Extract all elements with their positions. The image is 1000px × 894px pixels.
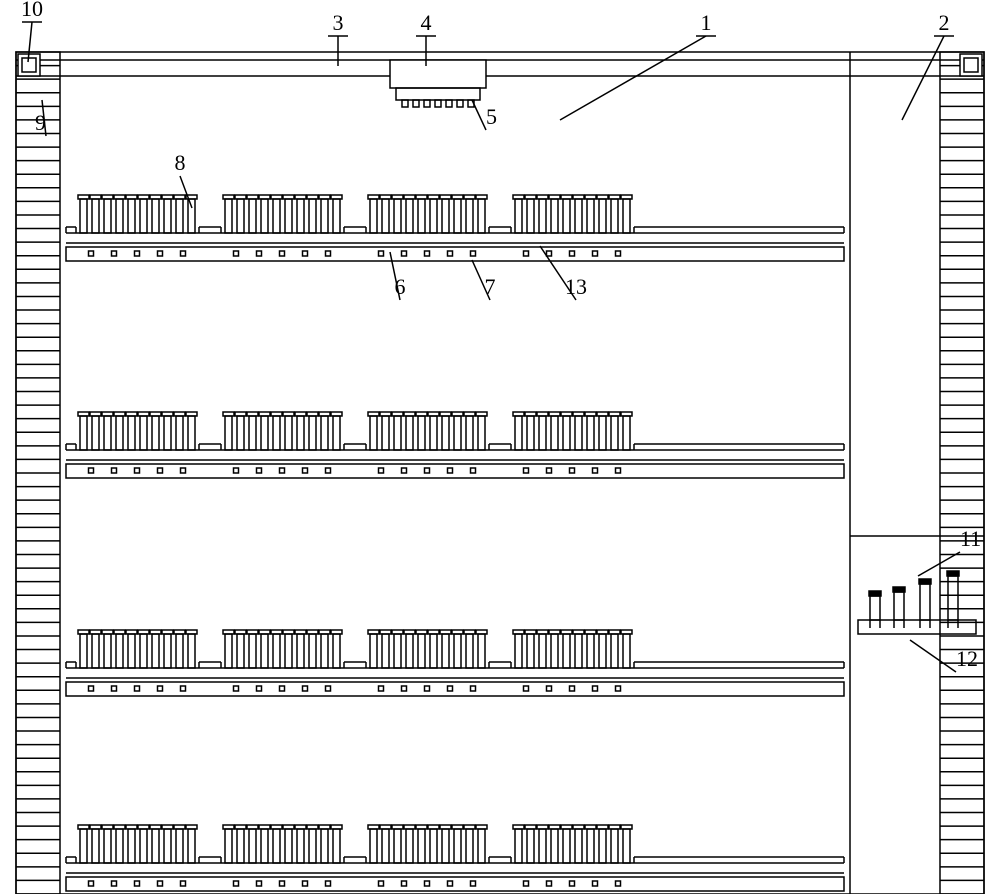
callout-label-10: 10 xyxy=(21,0,43,21)
callout-label-7: 7 xyxy=(485,274,496,299)
technical-diagram: 10341259867131112 xyxy=(0,0,1000,894)
carriage xyxy=(390,60,486,107)
callout-label-9: 9 xyxy=(35,110,46,135)
callout-label-11: 11 xyxy=(960,526,981,551)
callout-label-4: 4 xyxy=(421,10,432,35)
callout-label-2: 2 xyxy=(939,10,950,35)
callout-label-13: 13 xyxy=(565,274,587,299)
callout-label-1: 1 xyxy=(701,10,712,35)
callout-label-12: 12 xyxy=(956,646,978,671)
callout-label-3: 3 xyxy=(333,10,344,35)
callout-label-6: 6 xyxy=(395,274,406,299)
callout-label-8: 8 xyxy=(175,150,186,175)
callout-label-5: 5 xyxy=(486,104,497,129)
